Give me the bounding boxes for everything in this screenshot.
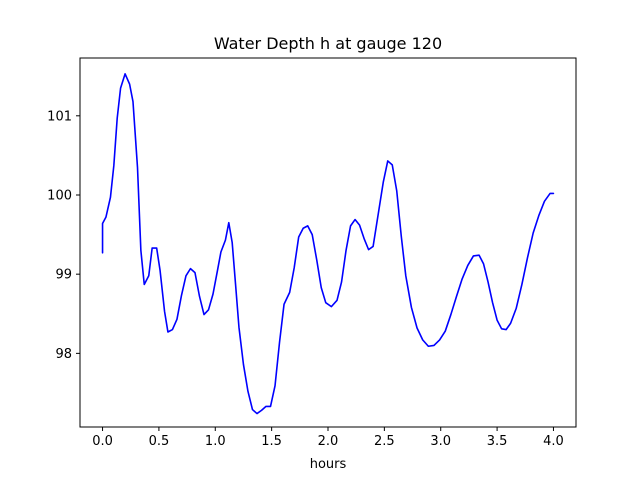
axis-ticks: 0.0 0.5 1.0 1.5 2.0 2.5 3.0 3.5 4.0 98 99 100 101 (47, 109, 564, 449)
y-tick-label: 101 (47, 109, 72, 124)
y-tick-label: 98 (55, 347, 72, 362)
y-tick-label: 99 (55, 268, 72, 283)
x-axis-label: hours (310, 457, 347, 472)
x-tick-label: 2.0 (318, 434, 339, 449)
plot-frame (79, 57, 577, 428)
x-tick-label: 4.0 (543, 434, 564, 449)
x-tick-label: 0.5 (149, 434, 170, 449)
x-tick-label: 1.5 (261, 434, 282, 449)
x-tick-label: 1.0 (205, 434, 226, 449)
x-tick-label: 2.5 (374, 434, 395, 449)
series-line-0 (101, 73, 555, 415)
series-layer (101, 73, 555, 415)
x-tick-label: 0.0 (92, 434, 113, 449)
plot-area (80, 58, 576, 427)
x-tick-label: 3.5 (487, 434, 508, 449)
chart-title: Water Depth h at gauge 120 (214, 34, 442, 53)
y-tick-label: 100 (47, 188, 72, 203)
x-tick-label: 3.0 (430, 434, 451, 449)
